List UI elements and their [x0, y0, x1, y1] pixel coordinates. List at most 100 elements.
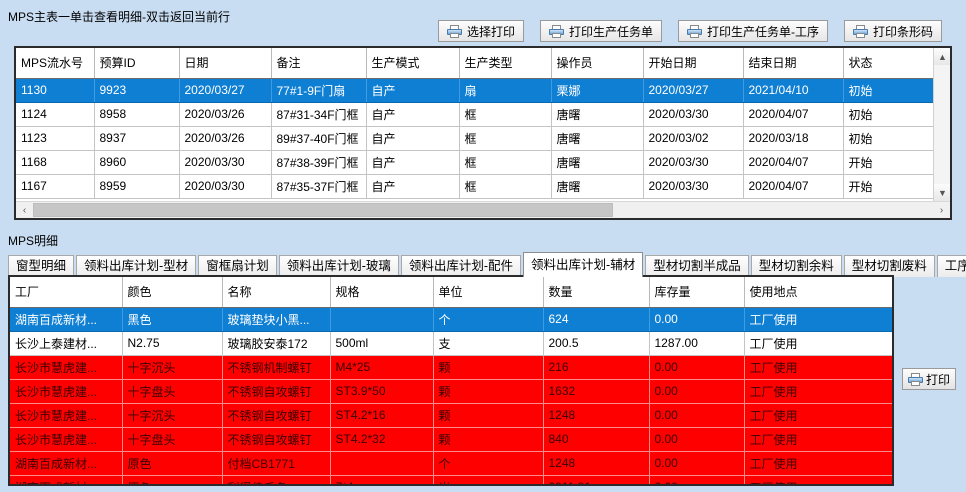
table-cell[interactable]: 工厂使用: [744, 427, 892, 452]
table-cell[interactable]: 自产: [366, 78, 460, 103]
column-header[interactable]: 备注: [271, 48, 367, 79]
table-cell[interactable]: 十字沉头: [122, 403, 223, 428]
table-cell[interactable]: 0.00: [649, 427, 745, 452]
table-cell[interactable]: [330, 451, 434, 476]
table-cell[interactable]: 玻璃垫块小黑...: [222, 307, 331, 332]
table-cell[interactable]: 初始: [843, 126, 933, 151]
table-cell[interactable]: 1248: [543, 403, 650, 428]
table-row[interactable]: 1124 8958 2020/03/26 87#31-34F门框 自产框唐曙 2020/0…: [16, 102, 933, 127]
toolbar-button-3[interactable]: 打印条形码: [844, 20, 943, 42]
table-cell[interactable]: 玻璃胶安泰172: [222, 331, 331, 356]
column-header[interactable]: 操作员: [551, 48, 644, 79]
table-cell[interactable]: 长沙市慧虎建...: [10, 355, 123, 380]
table-cell[interactable]: 0.00: [649, 451, 745, 476]
scroll-down-icon[interactable]: ▼: [934, 184, 950, 201]
table-cell[interactable]: 2020/04/07: [743, 150, 844, 175]
table-cell[interactable]: 1287.00: [649, 331, 745, 356]
table-row[interactable]: 湖南百成新材... 原色 付档CB1771 个 1248 0.00 工厂使用: [10, 451, 892, 476]
column-header[interactable]: 库存量: [649, 277, 745, 308]
table-cell[interactable]: 黑色: [122, 307, 223, 332]
table-cell[interactable]: 1167: [16, 174, 95, 199]
table-cell[interactable]: 开始: [843, 150, 933, 175]
table-cell[interactable]: 十字沉头: [122, 355, 223, 380]
table-cell[interactable]: 87#38-39F门框: [271, 150, 367, 175]
column-header[interactable]: 生产类型: [459, 48, 552, 79]
table-cell[interactable]: 624: [543, 307, 650, 332]
column-header[interactable]: 开始日期: [643, 48, 744, 79]
table-cell[interactable]: N2.75: [122, 331, 223, 356]
table-cell[interactable]: 500ml: [330, 331, 434, 356]
table-cell[interactable]: 8958: [94, 102, 180, 127]
table-cell[interactable]: 0.00: [649, 379, 745, 404]
table-cell[interactable]: 工厂使用: [744, 475, 892, 484]
table-cell[interactable]: 8960: [94, 150, 180, 175]
column-header[interactable]: 结束日期: [743, 48, 844, 79]
table-cell[interactable]: 唐曙: [551, 126, 644, 151]
table-cell[interactable]: 89#37-40F门框: [271, 126, 367, 151]
table-cell[interactable]: 支: [433, 331, 544, 356]
table-cell[interactable]: 自产: [366, 150, 460, 175]
column-header[interactable]: 单位: [433, 277, 544, 308]
table-cell[interactable]: 长沙市慧虎建...: [10, 403, 123, 428]
table-cell[interactable]: 框: [459, 150, 552, 175]
table-cell[interactable]: 2020/03/30: [179, 150, 272, 175]
table-cell[interactable]: ST3.9*50: [330, 379, 434, 404]
table-cell[interactable]: 框: [459, 102, 552, 127]
table-cell[interactable]: 1124: [16, 102, 95, 127]
table-row[interactable]: 长沙市慧虎建... 十字沉头 不锈钢机制螺钉 M4*25 颗 216 0.00 工厂使用: [10, 355, 892, 380]
tab-3[interactable]: 领料出库计划-玻璃: [278, 255, 399, 277]
table-cell[interactable]: 216: [543, 355, 650, 380]
tab-4[interactable]: 领料出库计划-配件: [400, 255, 522, 277]
scroll-left-icon[interactable]: ‹: [16, 202, 33, 218]
table-cell[interactable]: 原色: [122, 451, 223, 476]
tab-9[interactable]: 工序: [936, 255, 966, 277]
table-cell[interactable]: 2020/03/30: [643, 150, 744, 175]
table-cell[interactable]: 77#1-9F门扇: [271, 78, 367, 103]
table-cell[interactable]: 2020/03/30: [643, 174, 744, 199]
column-header[interactable]: 使用地点: [744, 277, 892, 308]
column-header[interactable]: MPS流水号: [16, 48, 95, 79]
table-cell[interactable]: 唐曙: [551, 174, 644, 199]
table-cell[interactable]: 付档CB1771: [222, 451, 331, 476]
table-cell[interactable]: 2020/04/07: [743, 102, 844, 127]
tab-2[interactable]: 窗框扇计划: [198, 255, 277, 277]
table-cell[interactable]: 2020/03/27: [179, 78, 272, 103]
column-header[interactable]: 名称: [222, 277, 331, 308]
table-cell[interactable]: 工厂使用: [744, 403, 892, 428]
table-cell[interactable]: 自产: [366, 102, 460, 127]
column-header[interactable]: 日期: [179, 48, 272, 79]
table-cell[interactable]: 1130: [16, 78, 95, 103]
column-header[interactable]: 预算ID: [94, 48, 180, 79]
table-cell[interactable]: 自产: [366, 126, 460, 151]
table-row[interactable]: 长沙市慧虎建... 十字盘头 不锈钢自攻螺钉 ST3.9*50 颗 1632 0.00 工厂使…: [10, 379, 892, 404]
table-cell[interactable]: 框: [459, 126, 552, 151]
table-cell[interactable]: 米: [433, 475, 544, 484]
table-cell[interactable]: 颗: [433, 403, 544, 428]
table-cell[interactable]: 唐曙: [551, 102, 644, 127]
table-cell[interactable]: 十字盘头: [122, 427, 223, 452]
table-cell[interactable]: 初始: [843, 78, 933, 103]
table-row[interactable]: 1168 8960 2020/03/30 87#38-39F门框 自产框唐曙 2020/0…: [16, 150, 933, 175]
toolbar-button-1[interactable]: 打印生产任务单: [540, 20, 663, 42]
master-grid-horizontal-scrollbar[interactable]: ‹ ›: [16, 201, 950, 218]
table-row[interactable]: 1130 9923 2020/03/27 77#1-9F门扇 自产扇栗娜 2020/03/…: [16, 78, 933, 103]
table-cell[interactable]: 颗: [433, 355, 544, 380]
table-cell[interactable]: 9923: [94, 78, 180, 103]
table-row[interactable]: 长沙市慧虎建... 十字盘头 不锈钢自攻螺钉 ST4.2*32 颗 840 0.00 工厂使用: [10, 427, 892, 452]
table-cell[interactable]: 0.00: [649, 307, 745, 332]
tab-0[interactable]: 窗型明细: [8, 255, 75, 277]
table-cell[interactable]: 2020/03/26: [179, 102, 272, 127]
table-cell[interactable]: 长沙市慧虎建...: [10, 427, 123, 452]
table-cell[interactable]: 2020/03/02: [643, 126, 744, 151]
column-header[interactable]: 数量: [543, 277, 650, 308]
table-cell[interactable]: M4*25: [330, 355, 434, 380]
toolbar-button-2[interactable]: 打印生产任务单-工序: [678, 20, 829, 42]
table-cell[interactable]: 200.5: [543, 331, 650, 356]
table-cell[interactable]: 2021/04/10: [743, 78, 844, 103]
table-cell[interactable]: 不锈钢自攻螺钉: [222, 427, 331, 452]
table-cell[interactable]: 2020/03/30: [643, 102, 744, 127]
table-cell[interactable]: 2020/04/07: [743, 174, 844, 199]
toolbar-button-0[interactable]: 选择打印: [438, 20, 525, 42]
table-row[interactable]: 1123 8937 2020/03/26 89#37-40F门框 自产框唐曙 2020/0…: [16, 126, 933, 151]
table-cell[interactable]: 7*4: [330, 475, 434, 484]
